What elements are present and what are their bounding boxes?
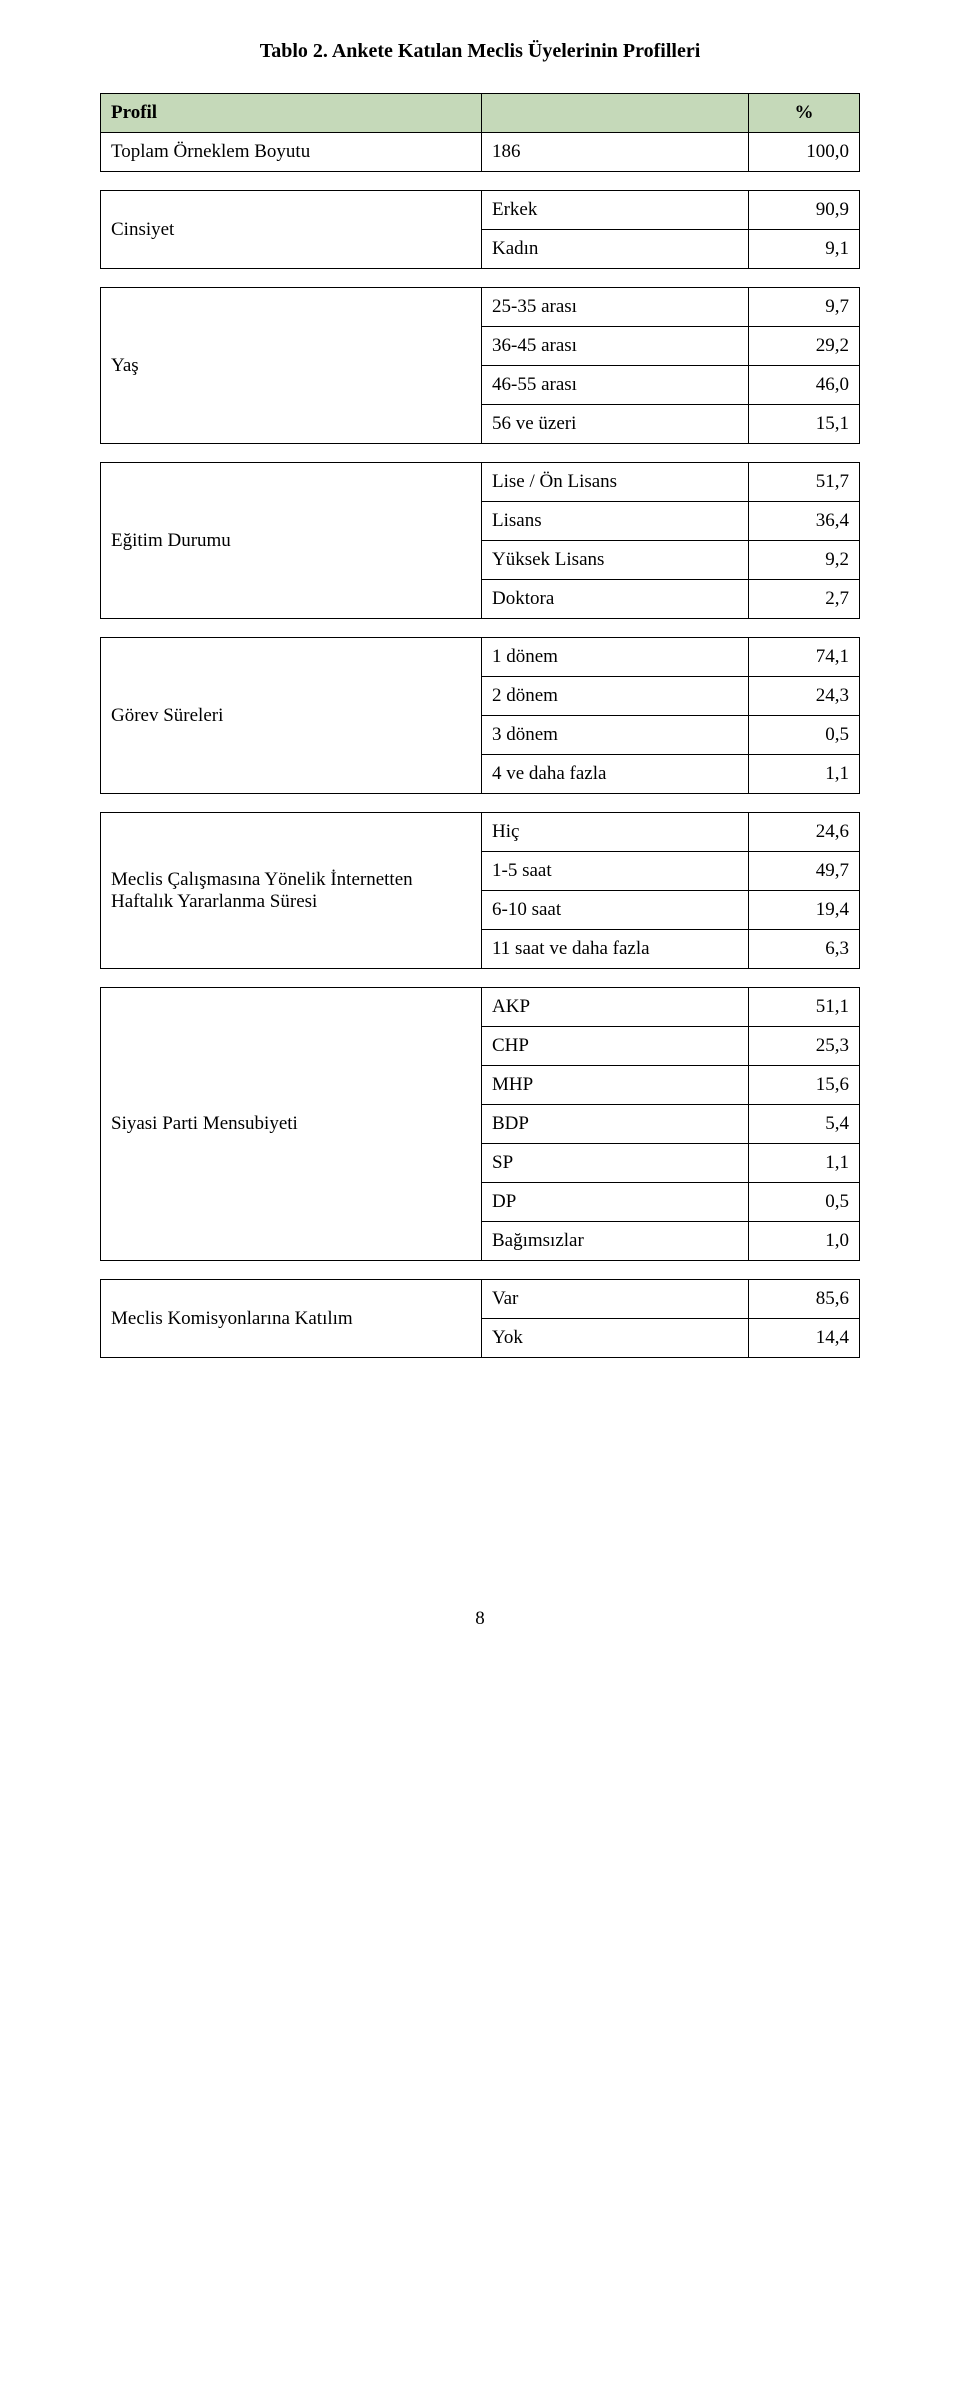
table-row-item: Doktora [482, 580, 749, 619]
yas-block: Yaş25-35 arası9,736-45 arası29,246-55 ar… [100, 287, 860, 444]
table-row-item: Lisans [482, 502, 749, 541]
table-row-item: 56 ve üzeri [482, 405, 749, 444]
table-row-value: 74,1 [749, 638, 860, 677]
table-row-item: CHP [482, 1027, 749, 1066]
table-row-value: 15,6 [749, 1066, 860, 1105]
gorev-block: Görev Süreleri1 dönem74,12 dönem24,33 dö… [100, 637, 860, 794]
table-row-value: 51,7 [749, 463, 860, 502]
group-label: Eğitim Durumu [101, 463, 482, 619]
table-row-item: Bağımsızlar [482, 1222, 749, 1261]
toplam-pct: 100,0 [749, 133, 860, 172]
table-row-item: Kadın [482, 230, 749, 269]
page-number: 8 [100, 1608, 860, 1630]
toplam-label: Toplam Örneklem Boyutu [101, 133, 482, 172]
table-row-item: 36-45 arası [482, 327, 749, 366]
internet-block: Meclis Çalışmasına Yönelik İnternetten H… [100, 812, 860, 969]
table-row-value: 9,2 [749, 541, 860, 580]
table-row-item: Yüksek Lisans [482, 541, 749, 580]
table-row-item: Var [482, 1280, 749, 1319]
table-row-value: 6,3 [749, 930, 860, 969]
table-row-item: 25-35 arası [482, 288, 749, 327]
header-profil: Profil [101, 94, 482, 133]
table-row-value: 9,1 [749, 230, 860, 269]
group-label: Cinsiyet [101, 191, 482, 269]
table-row-value: 0,5 [749, 716, 860, 755]
table-row-value: 0,5 [749, 1183, 860, 1222]
egitim-block: Eğitim DurumuLise / Ön Lisans51,7Lisans3… [100, 462, 860, 619]
table-row-value: 19,4 [749, 891, 860, 930]
table-row-value: 2,7 [749, 580, 860, 619]
table-row-item: BDP [482, 1105, 749, 1144]
table-row-item: 1 dönem [482, 638, 749, 677]
table-row-value: 24,6 [749, 813, 860, 852]
table-row-value: 25,3 [749, 1027, 860, 1066]
table-row-item: Hiç [482, 813, 749, 852]
parti-block: Siyasi Parti MensubiyetiAKP51,1CHP25,3MH… [100, 987, 860, 1261]
table-row-item: Erkek [482, 191, 749, 230]
table-row-item: 2 dönem [482, 677, 749, 716]
table-row-item: AKP [482, 988, 749, 1027]
table-row-value: 51,1 [749, 988, 860, 1027]
group-label: Siyasi Parti Mensubiyeti [101, 988, 482, 1261]
table-title: Tablo 2. Ankete Katılan Meclis Üyelerini… [100, 40, 860, 63]
header-blank [482, 94, 749, 133]
table-row-item: Lise / Ön Lisans [482, 463, 749, 502]
table-row-item: 6-10 saat [482, 891, 749, 930]
group-label: Görev Süreleri [101, 638, 482, 794]
table-row-value: 1,0 [749, 1222, 860, 1261]
table-row-item: MHP [482, 1066, 749, 1105]
table-row-value: 1,1 [749, 755, 860, 794]
table-row-item: 3 dönem [482, 716, 749, 755]
table-row-item: 11 saat ve daha fazla [482, 930, 749, 969]
table-row-item: SP [482, 1144, 749, 1183]
table-row-value: 46,0 [749, 366, 860, 405]
table-row-value: 29,2 [749, 327, 860, 366]
table-row-value: 49,7 [749, 852, 860, 891]
table-row-value: 9,7 [749, 288, 860, 327]
table-row-value: 14,4 [749, 1319, 860, 1358]
table-row-value: 36,4 [749, 502, 860, 541]
table-row-value: 5,4 [749, 1105, 860, 1144]
table-row-item: 46-55 arası [482, 366, 749, 405]
table-row-value: 1,1 [749, 1144, 860, 1183]
table-row-item: Yok [482, 1319, 749, 1358]
table-row-value: 85,6 [749, 1280, 860, 1319]
table-row-item: 4 ve daha fazla [482, 755, 749, 794]
table-row-item: DP [482, 1183, 749, 1222]
header-block: Profil % Toplam Örneklem Boyutu 186 100,… [100, 93, 860, 172]
group-label: Meclis Çalışmasına Yönelik İnternetten H… [101, 813, 482, 969]
header-pct: % [749, 94, 860, 133]
group-label: Yaş [101, 288, 482, 444]
table-row-value: 15,1 [749, 405, 860, 444]
table-row-value: 90,9 [749, 191, 860, 230]
table-row-value: 24,3 [749, 677, 860, 716]
table-row-item: 1-5 saat [482, 852, 749, 891]
cinsiyet-block: CinsiyetErkek90,9Kadın9,1 [100, 190, 860, 269]
komisyon-block: Meclis Komisyonlarına KatılımVar85,6Yok1… [100, 1279, 860, 1358]
group-label: Meclis Komisyonlarına Katılım [101, 1280, 482, 1358]
toplam-n: 186 [482, 133, 749, 172]
